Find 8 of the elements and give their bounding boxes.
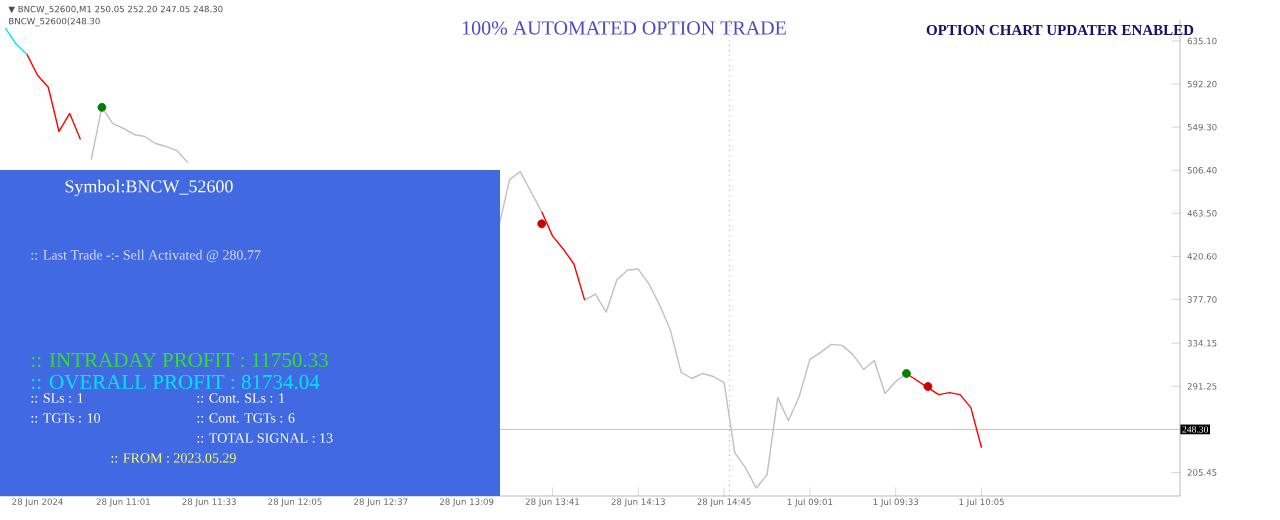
point — [537, 219, 547, 229]
chart-title: 100% AUTOMATED OPTION TRADE — [462, 21, 786, 35]
point — [97, 102, 107, 112]
point — [902, 369, 911, 378]
annotation: :: INTRADAY PROFIT : 11750.33 — [32, 352, 328, 368]
annotation: Symbol:BNCW_52600 — [65, 179, 233, 197]
point — [923, 382, 933, 391]
annotation: :: OVERALL PROFIT : 81734.04 — [32, 374, 320, 390]
